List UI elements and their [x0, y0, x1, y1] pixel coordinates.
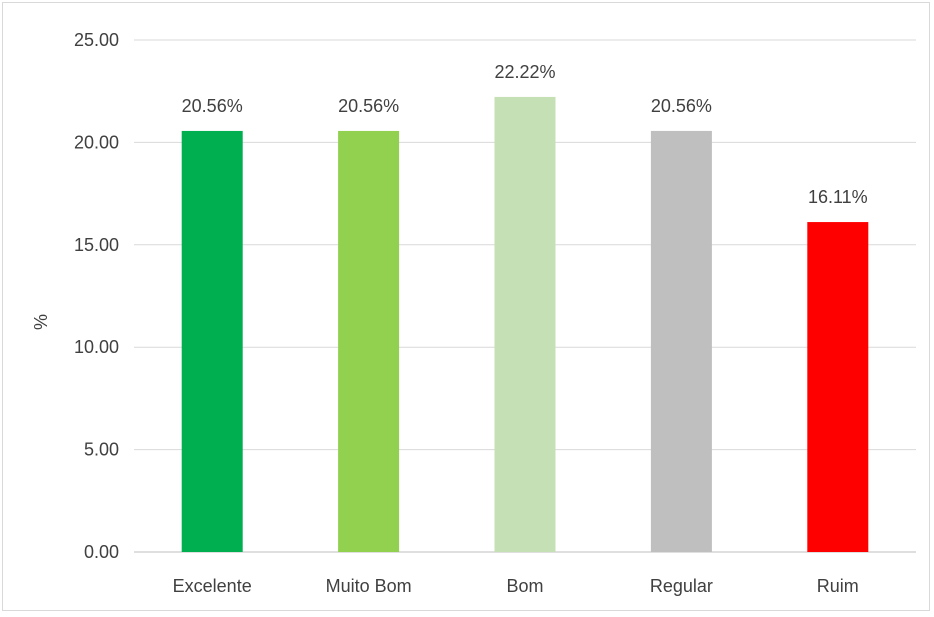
y-tick-label: 0.00	[84, 542, 119, 562]
y-tick-label: 15.00	[74, 235, 119, 255]
bar-muito-bom	[338, 130, 400, 552]
bar-bom	[494, 96, 556, 553]
x-category-label: Excelente	[173, 576, 252, 596]
bar-regular	[650, 130, 712, 552]
data-labels: 20.56% 20.56% 22.22% 20.56% 16.11%	[182, 62, 868, 207]
y-tick-label: 10.00	[74, 337, 119, 357]
y-tick-label: 20.00	[74, 132, 119, 152]
y-axis-tick-labels: 0.00 5.00 10.00 15.00 20.00 25.00	[74, 30, 119, 562]
data-label: 20.56%	[182, 96, 243, 116]
bars	[181, 96, 869, 553]
x-category-label: Muito Bom	[326, 576, 412, 596]
bar-excelente	[181, 130, 243, 552]
data-label: 20.56%	[338, 96, 399, 116]
y-tick-label: 25.00	[74, 30, 119, 50]
data-label: 16.11%	[808, 187, 868, 207]
data-label: 20.56%	[651, 96, 712, 116]
x-category-label: Regular	[650, 576, 713, 596]
x-category-label: Ruim	[817, 576, 859, 596]
x-axis-category-labels: Excelente Muito Bom Bom Regular Ruim	[173, 576, 859, 596]
data-label: 22.22%	[494, 62, 555, 82]
y-axis-title: %	[31, 314, 51, 330]
y-tick-label: 5.00	[84, 440, 119, 460]
bar-ruim	[807, 222, 869, 552]
x-category-label: Bom	[506, 576, 543, 596]
